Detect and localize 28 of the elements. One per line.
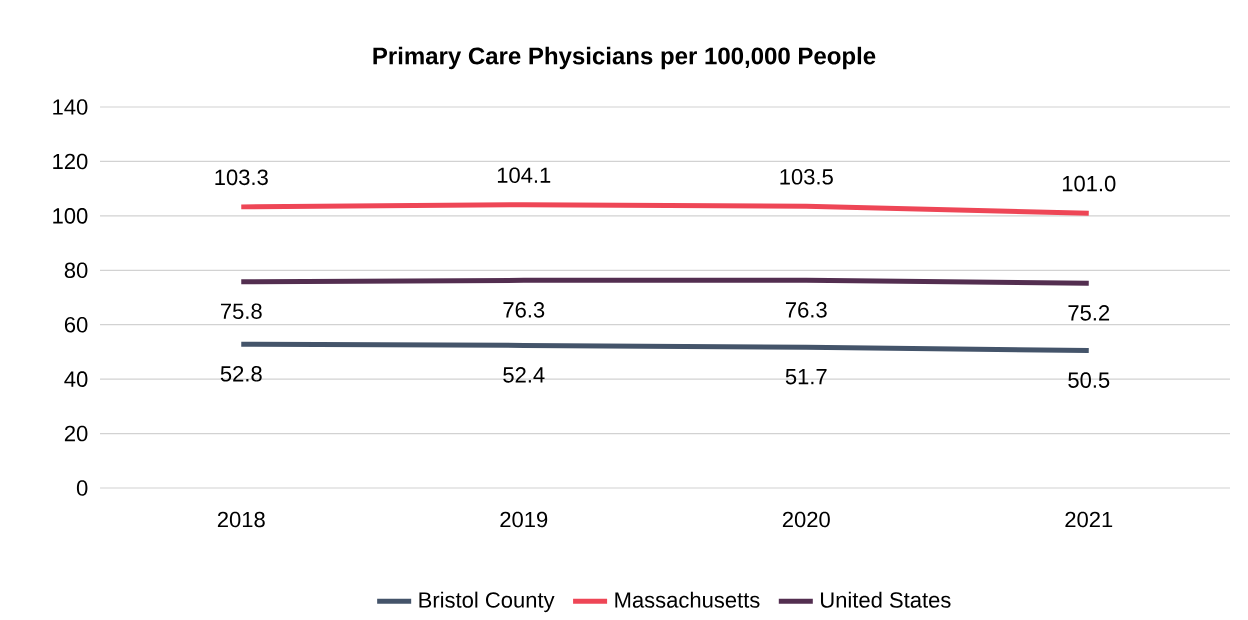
y-tick-label: 0 [76,480,88,496]
data-label: 76.3 [785,302,827,318]
x-tick-label: 2019 [500,511,548,528]
data-label: 52.8 [220,366,262,382]
data-label: 50.5 [1068,372,1110,388]
data-label: 75.8 [220,303,262,320]
data-label: 104.1 [497,167,551,183]
y-tick-label: 80 [64,262,88,279]
data-label: 52.4 [503,367,545,383]
data-label: 75.2 [1068,305,1110,321]
x-tick-label: 2020 [782,511,830,528]
y-tick-label: 20 [64,425,88,442]
y-tick-label: 100 [53,208,88,224]
chart-title: Primary Care Physicians per 100,000 People [373,46,876,70]
y-tick-label: 140 [53,99,88,115]
data-label: 101.0 [1062,175,1116,192]
data-label: 103.5 [780,169,833,185]
y-tick-label: 120 [53,153,88,170]
y-tick-label: 60 [64,316,88,333]
data-label: 76.3 [503,302,545,318]
legend-label: United States [820,591,951,608]
y-tick-label: 40 [64,371,88,387]
data-label: 51.7 [785,369,827,385]
legend-label: Bristol County [419,591,555,613]
data-label: 103.3 [215,169,268,186]
legend-label: Massachusetts [615,591,760,608]
x-tick-label: 2018 [217,511,265,528]
x-tick-label: 2021 [1065,511,1113,528]
